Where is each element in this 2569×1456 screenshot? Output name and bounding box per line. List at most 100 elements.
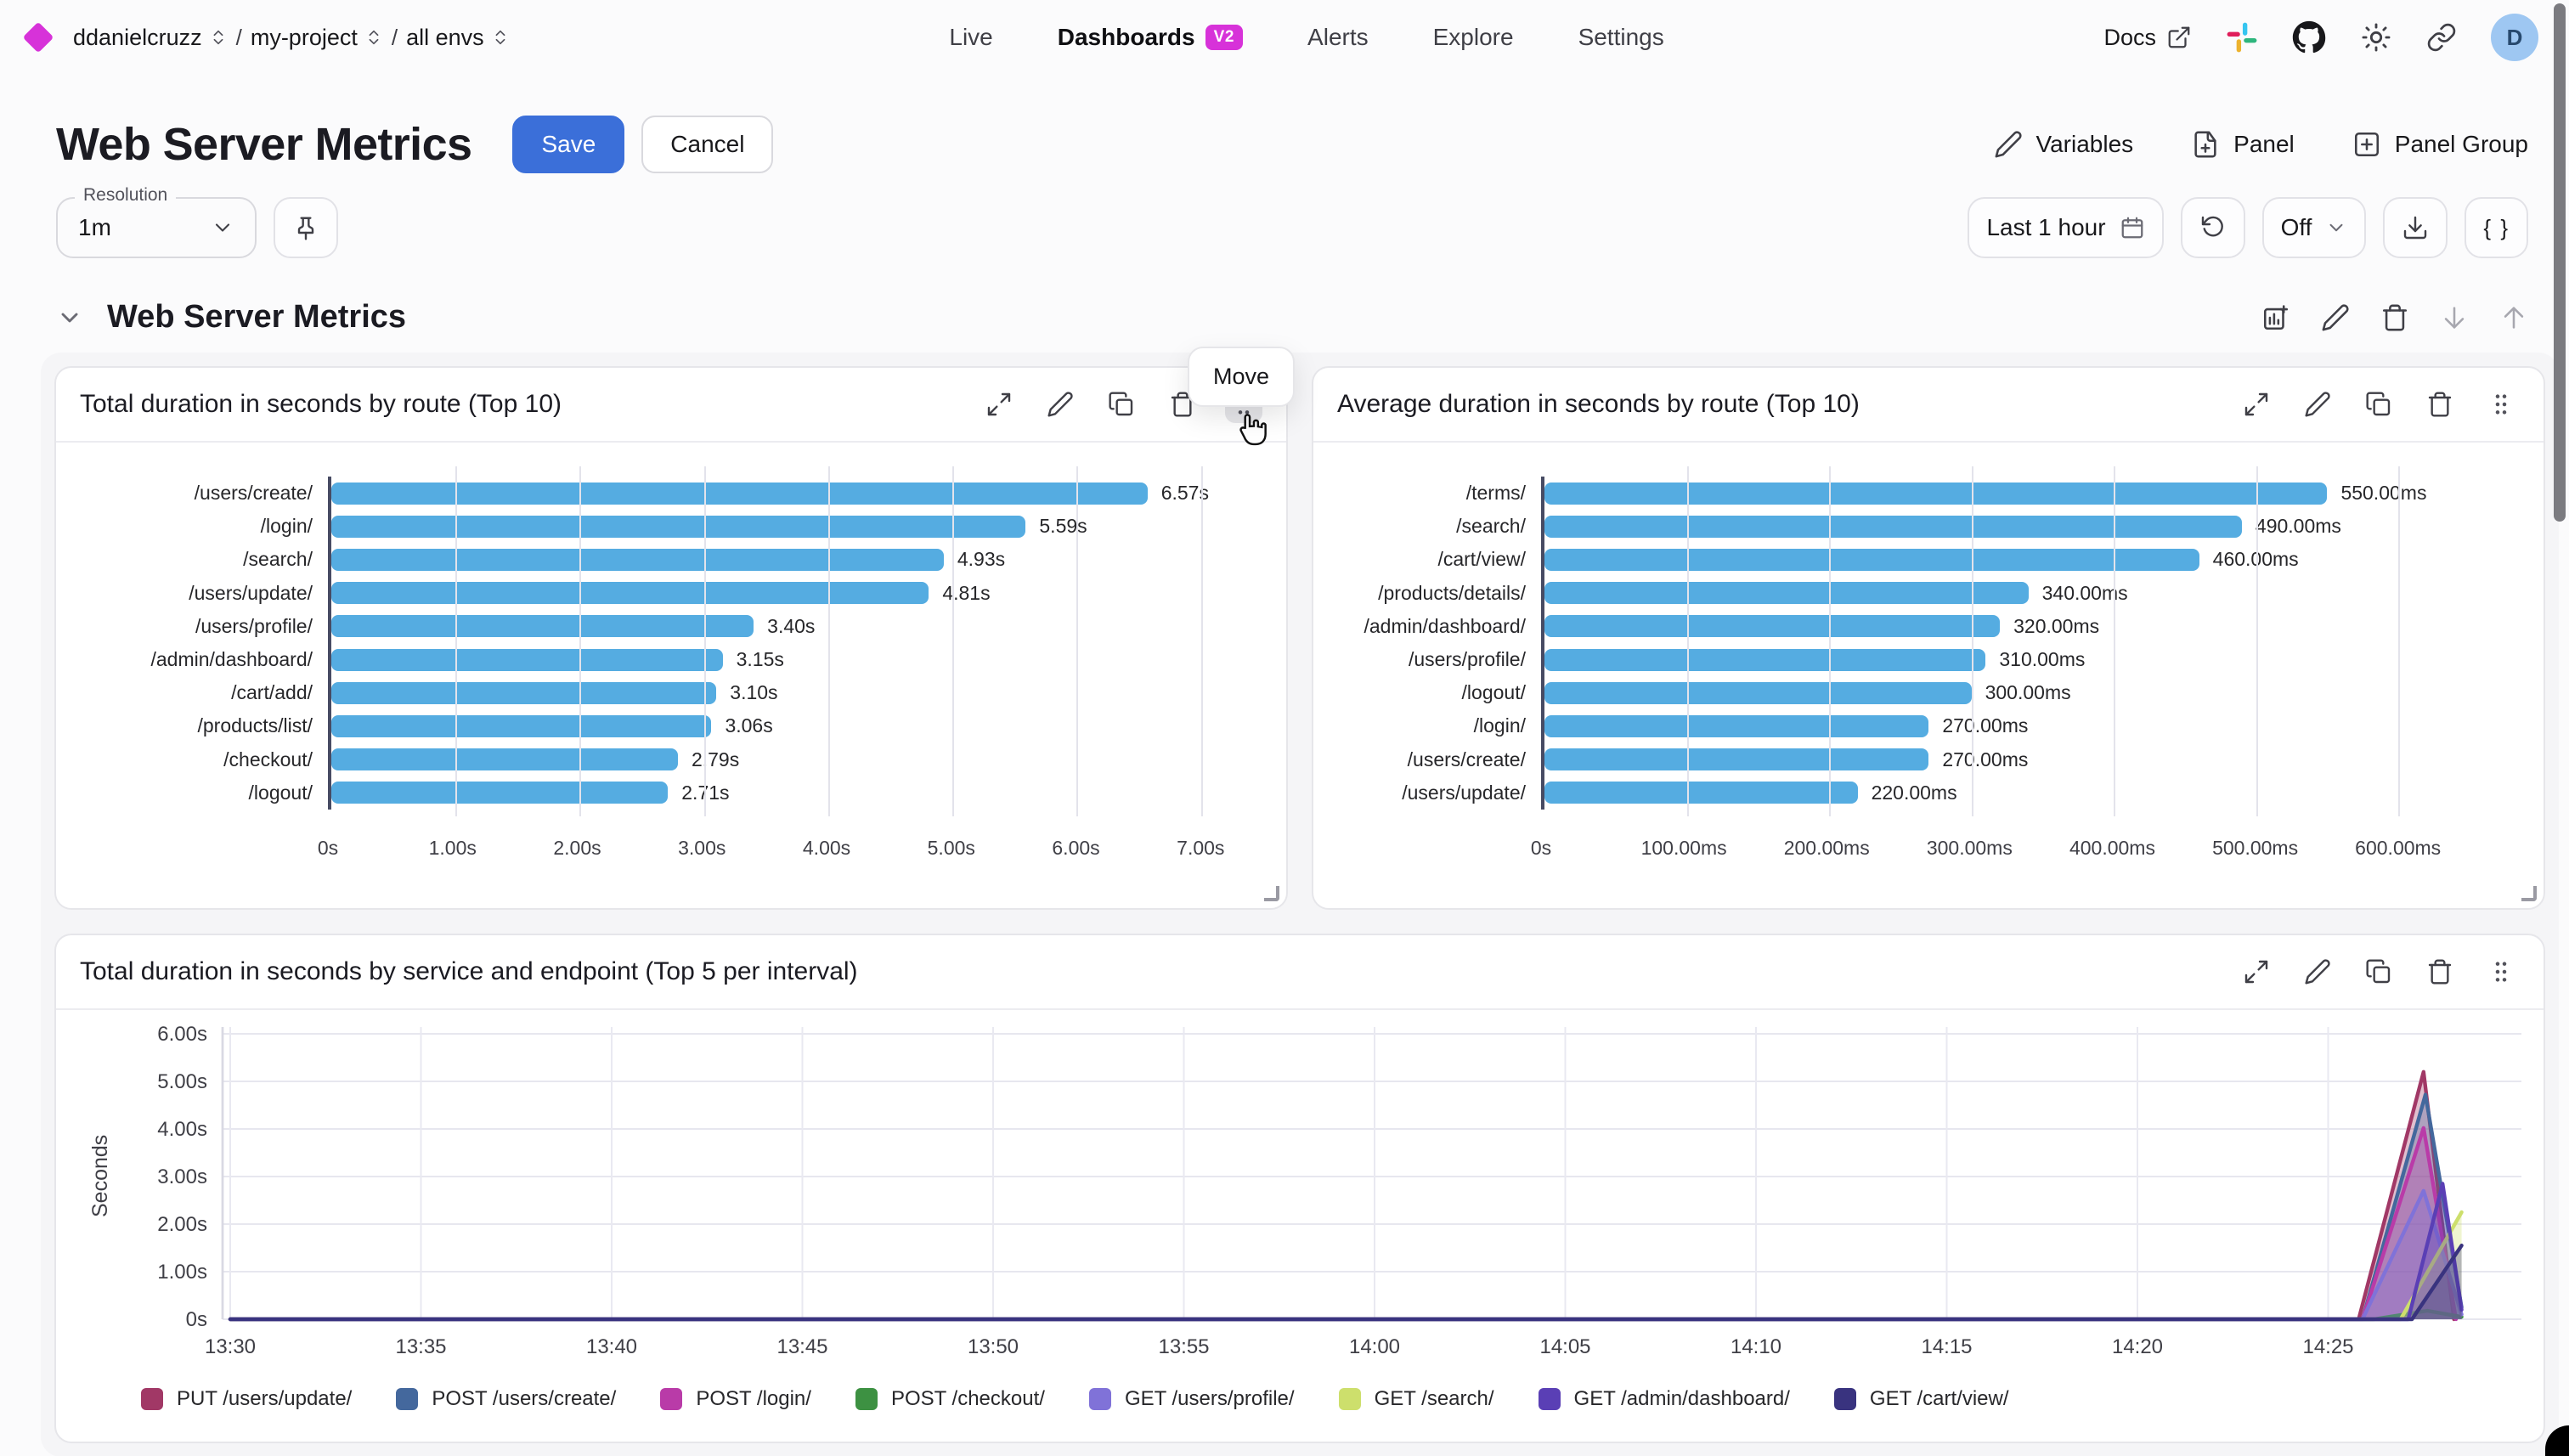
controls-row: Resolution 1m Last 1 hour Off { } <box>56 185 2528 258</box>
cancel-button[interactable]: Cancel <box>641 116 774 173</box>
chevrons-up-down-icon <box>495 30 505 45</box>
area-chart-duration-over-time: 0s 1.00s 2.00s 3.00s 4.00s 5.00s 6.00s 13:30 13:… <box>88 1023 2521 1358</box>
delete-section-icon[interactable] <box>2380 303 2409 332</box>
github-icon[interactable] <box>2292 20 2326 54</box>
docs-link[interactable]: Docs <box>2103 25 2192 51</box>
nav-item-live[interactable]: Live <box>949 24 993 50</box>
bar-value-label: 3.15s <box>736 648 784 671</box>
x-tick-label: 14:20 <box>2112 1335 2163 1358</box>
pin-icon <box>297 217 314 240</box>
slack-icon[interactable] <box>2226 21 2258 54</box>
bar-value-label: 3.10s <box>730 681 778 704</box>
calendar-icon <box>2121 217 2143 239</box>
pin-resolution-button[interactable] <box>274 197 338 258</box>
edit-panel-button[interactable] <box>1042 386 1079 423</box>
series-line <box>228 1244 2464 1322</box>
legend-item[interactable]: GET /cart/view/ <box>1833 1387 2009 1411</box>
legend-label: PUT /users/update/ <box>177 1387 353 1410</box>
breadcrumb-items: ddanielcruzz / my-project / all envs <box>73 25 510 51</box>
category-label: /terms/ <box>1465 482 1526 505</box>
bar <box>331 482 1148 505</box>
delete-panel-button[interactable] <box>2421 953 2459 990</box>
y-tick-label: 0s <box>186 1308 207 1331</box>
category-label: /login/ <box>1473 714 1526 737</box>
expand-panel-button[interactable] <box>2238 953 2275 990</box>
resize-handle[interactable] <box>1264 886 1279 901</box>
nav-item-settings[interactable]: Settings <box>1578 24 1664 50</box>
bar-row: 4.81s <box>331 577 1269 610</box>
move-section-down-icon[interactable] <box>2440 303 2469 332</box>
legend-item[interactable]: POST /users/create/ <box>396 1387 616 1411</box>
move-panel-button[interactable] <box>2482 953 2520 990</box>
add-variables-button[interactable]: Variables <box>1994 130 2133 159</box>
bar-row: 550.00ms <box>1544 477 2527 510</box>
legend-item[interactable]: GET /search/ <box>1338 1387 1494 1411</box>
bar-row: 3.40s <box>331 610 1269 643</box>
add-panel-button[interactable]: Panel <box>2191 130 2295 159</box>
add-panel-group-button[interactable]: Panel Group <box>2352 130 2528 159</box>
edit-panel-button[interactable] <box>2299 953 2336 990</box>
duplicate-panel-button[interactable] <box>2360 386 2397 423</box>
category-label: /users/profile/ <box>1408 648 1526 671</box>
bar-row: 340.00ms <box>1544 577 2527 610</box>
edit-panel-button[interactable] <box>2299 386 2336 423</box>
brand-logo-icon[interactable] <box>22 21 54 54</box>
expand-panel-button[interactable] <box>980 386 1018 423</box>
expand-panel-button[interactable] <box>2238 386 2275 423</box>
axis-tick-label: 200.00ms <box>1783 836 1870 859</box>
breadcrumb-item[interactable]: my-project <box>251 25 383 51</box>
resolution-select[interactable]: Resolution 1m <box>56 185 257 258</box>
collapse-chevron-icon[interactable] <box>56 304 83 331</box>
axis-tick-label: 1.00s <box>428 836 477 859</box>
vertical-scrollbar[interactable] <box>2554 3 2566 522</box>
time-range-picker[interactable]: Last 1 hour <box>1968 197 2164 258</box>
legend-item[interactable]: GET /admin/dashboard/ <box>1538 1387 1790 1411</box>
share-link-icon[interactable] <box>2426 22 2457 53</box>
bar-value-label: 340.00ms <box>2041 581 2128 604</box>
breadcrumb-item[interactable]: all envs <box>406 25 510 51</box>
save-button[interactable]: Save <box>512 116 625 173</box>
user-avatar[interactable]: D <box>2491 14 2538 61</box>
theme-sun-icon[interactable] <box>2360 21 2392 54</box>
panel-title: Total duration in seconds by service and… <box>80 957 858 985</box>
nav-item-explore[interactable]: Explore <box>1432 24 1514 50</box>
legend-item[interactable]: GET /users/profile/ <box>1088 1387 1295 1411</box>
category-label: /users/update/ <box>1402 781 1526 804</box>
json-view-button[interactable]: { } <box>2465 197 2528 258</box>
bar-row: 2.79s <box>331 743 1269 776</box>
nav-item-dashboards[interactable]: Dashboards V2 <box>1058 24 1244 51</box>
breadcrumb-item[interactable]: ddanielcruzz <box>73 25 228 51</box>
duplicate-panel-button[interactable] <box>1103 386 1140 423</box>
bar <box>1544 714 1929 737</box>
bar-value-label: 2.79s <box>691 748 740 770</box>
move-section-up-icon[interactable] <box>2499 303 2528 332</box>
resize-handle[interactable] <box>2521 886 2537 901</box>
gridline <box>1076 466 1079 816</box>
x-axis: 0s 1.00s 2.00s 3.00s 4.00s 5.00s 6.00s 7.00s <box>56 837 1286 881</box>
nav-item-alerts[interactable]: Alerts <box>1307 24 1369 50</box>
legend-item[interactable]: PUT /users/update/ <box>141 1387 352 1411</box>
bar-value-label: 310.00ms <box>1999 648 2086 671</box>
move-panel-button[interactable] <box>2482 386 2520 423</box>
edit-section-icon[interactable] <box>2321 303 2350 332</box>
gridline <box>2256 466 2258 816</box>
gridline <box>2398 466 2401 816</box>
auto-refresh-select[interactable]: Off <box>2261 197 2367 258</box>
breadcrumb: ddanielcruzz / my-project / all envs <box>22 21 510 54</box>
legend-item[interactable]: POST /checkout/ <box>855 1387 1045 1411</box>
refresh-button[interactable] <box>2180 197 2245 258</box>
bar-row: 300.00ms <box>1544 676 2527 709</box>
version-badge: V2 <box>1205 25 1244 50</box>
legend-item[interactable]: POST /login/ <box>660 1387 811 1411</box>
bar-row: 3.10s <box>331 676 1269 709</box>
bar-row: 460.00ms <box>1544 543 2527 576</box>
time-range-value: Last 1 hour <box>1986 214 2106 240</box>
bar-row: 320.00ms <box>1544 610 2527 643</box>
duplicate-panel-button[interactable] <box>2360 953 2397 990</box>
category-label: /checkout/ <box>223 748 313 770</box>
bar-row: 270.00ms <box>1544 709 2527 742</box>
legend-label: POST /users/create/ <box>432 1387 617 1410</box>
add-panel-icon[interactable] <box>2261 303 2290 332</box>
delete-panel-button[interactable] <box>2421 386 2459 423</box>
download-button[interactable] <box>2383 197 2448 258</box>
